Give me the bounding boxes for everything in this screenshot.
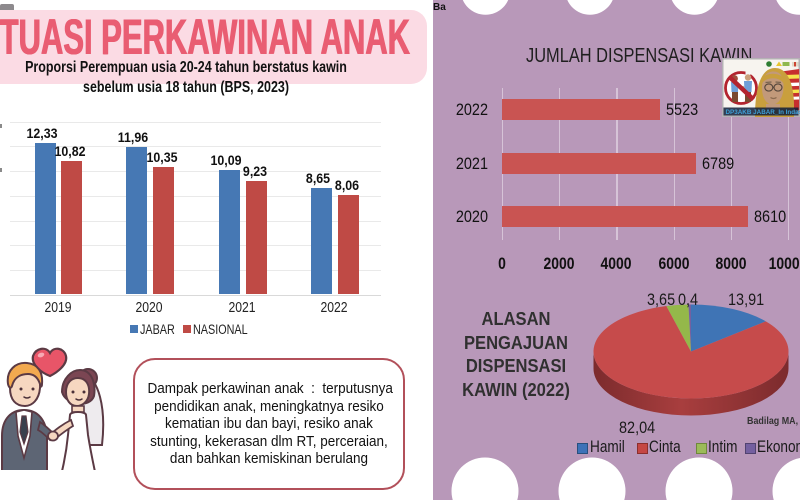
svg-text:DP3AKB JABAR_In Indasari: DP3AKB JABAR_In Indasari (726, 109, 800, 116)
